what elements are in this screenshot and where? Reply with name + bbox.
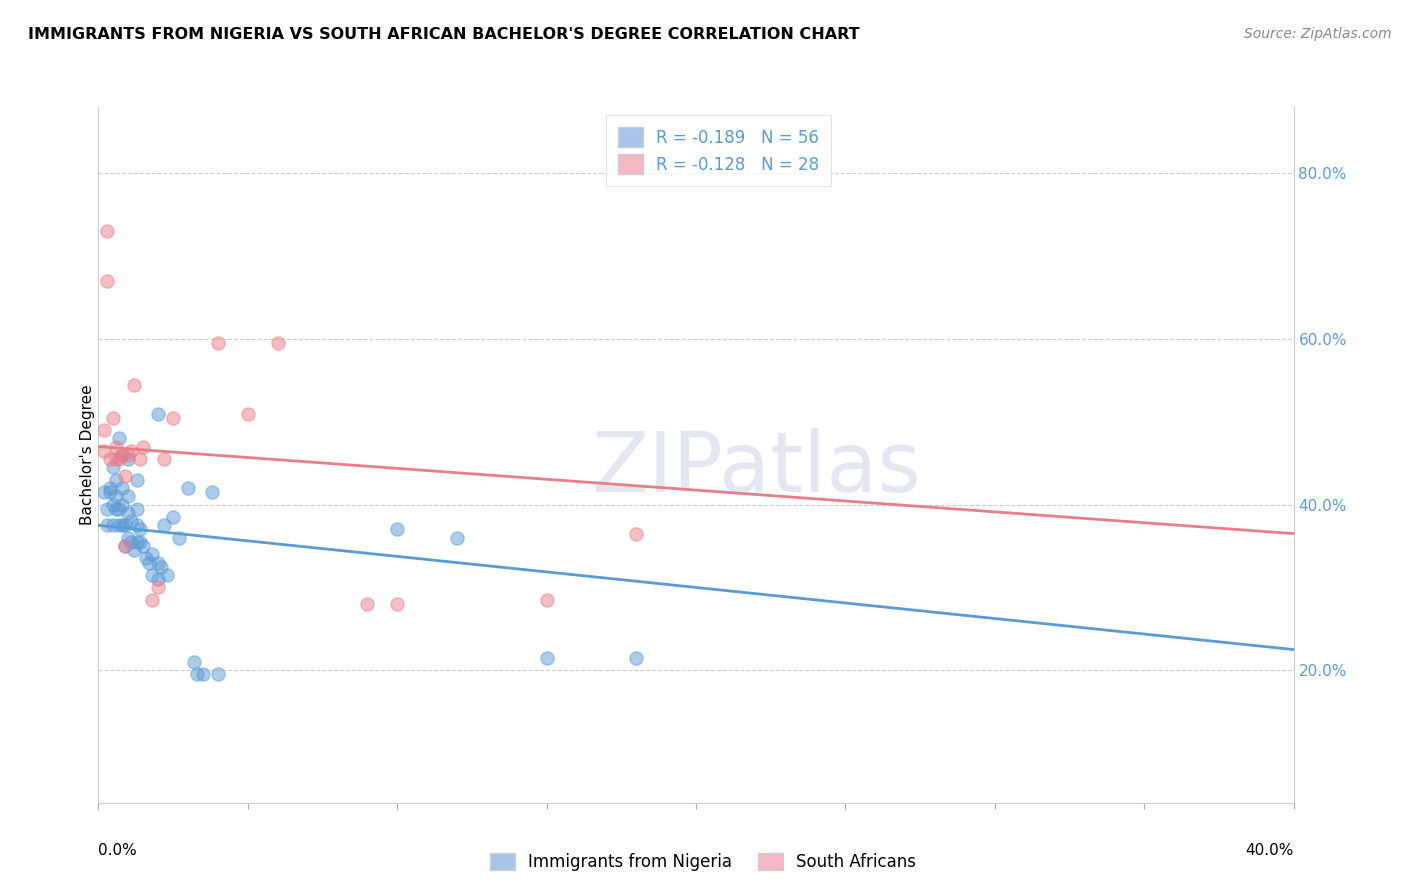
Point [93, 423, 115, 437]
Point [96, 224, 118, 238]
Point [120, 514, 142, 528]
Point [162, 410, 184, 425]
Point [117, 531, 139, 545]
Point [153, 452, 176, 467]
Point [141, 568, 163, 582]
Point [236, 407, 259, 421]
Point [129, 523, 152, 537]
Point [138, 556, 160, 570]
Point [183, 655, 205, 669]
Point [108, 452, 131, 467]
Point [111, 481, 134, 495]
Point [103, 518, 125, 533]
Point [267, 336, 290, 351]
Text: ZIPatlas: ZIPatlas [591, 428, 921, 509]
Point [129, 452, 152, 467]
Point [114, 518, 136, 533]
Point [117, 506, 139, 520]
Point [201, 485, 224, 500]
Point [103, 410, 125, 425]
Point [103, 498, 125, 512]
Point [96, 274, 118, 288]
Point [156, 568, 179, 582]
Y-axis label: Bachelor's Degree: Bachelor's Degree [80, 384, 94, 525]
Point [127, 535, 149, 549]
Point [108, 431, 131, 445]
Point [105, 452, 128, 467]
Point [111, 448, 134, 462]
Point [114, 539, 136, 553]
Point [385, 523, 409, 537]
Point [446, 531, 468, 545]
Point [127, 518, 149, 533]
Point [105, 501, 128, 516]
Point [135, 551, 157, 566]
Point [167, 531, 190, 545]
Point [148, 556, 170, 570]
Point [103, 460, 125, 475]
Point [162, 510, 184, 524]
Point [124, 543, 146, 558]
Point [93, 485, 115, 500]
Point [100, 452, 122, 467]
Point [96, 518, 118, 533]
Point [100, 481, 122, 495]
Point [177, 481, 200, 495]
Point [100, 485, 122, 500]
Point [93, 443, 115, 458]
Point [108, 501, 131, 516]
Point [114, 468, 136, 483]
Point [120, 443, 142, 458]
Point [108, 518, 131, 533]
Point [96, 501, 118, 516]
Point [117, 489, 139, 503]
Point [356, 597, 378, 611]
Text: Source: ZipAtlas.com: Source: ZipAtlas.com [1244, 27, 1392, 41]
Point [207, 667, 229, 681]
Point [127, 473, 149, 487]
Point [207, 336, 229, 351]
Point [111, 518, 134, 533]
Point [111, 448, 134, 462]
Point [117, 448, 139, 462]
Point [141, 547, 163, 561]
Point [191, 667, 214, 681]
Point [153, 518, 176, 533]
Point [132, 440, 155, 454]
Point [148, 581, 170, 595]
Point [186, 667, 208, 681]
Point [124, 377, 146, 392]
Point [626, 651, 648, 665]
Point [105, 489, 128, 503]
Point [150, 559, 173, 574]
Point [536, 592, 558, 607]
Point [111, 498, 134, 512]
Point [105, 473, 128, 487]
Legend: Immigrants from Nigeria, South Africans: Immigrants from Nigeria, South Africans [482, 845, 924, 880]
Point [117, 452, 139, 467]
Legend: R = -0.189   N = 56, R = -0.128   N = 28: R = -0.189 N = 56, R = -0.128 N = 28 [606, 115, 831, 186]
Point [132, 539, 155, 553]
Point [148, 407, 170, 421]
Point [129, 535, 152, 549]
Point [626, 526, 648, 541]
Point [120, 535, 142, 549]
Point [114, 539, 136, 553]
Text: 40.0%: 40.0% [1246, 843, 1294, 858]
Text: IMMIGRANTS FROM NIGERIA VS SOUTH AFRICAN BACHELOR'S DEGREE CORRELATION CHART: IMMIGRANTS FROM NIGERIA VS SOUTH AFRICAN… [28, 27, 859, 42]
Point [105, 440, 128, 454]
Text: 0.0%: 0.0% [98, 843, 138, 858]
Point [127, 501, 149, 516]
Point [536, 651, 558, 665]
Point [141, 592, 163, 607]
Point [385, 597, 409, 611]
Point [148, 572, 170, 586]
